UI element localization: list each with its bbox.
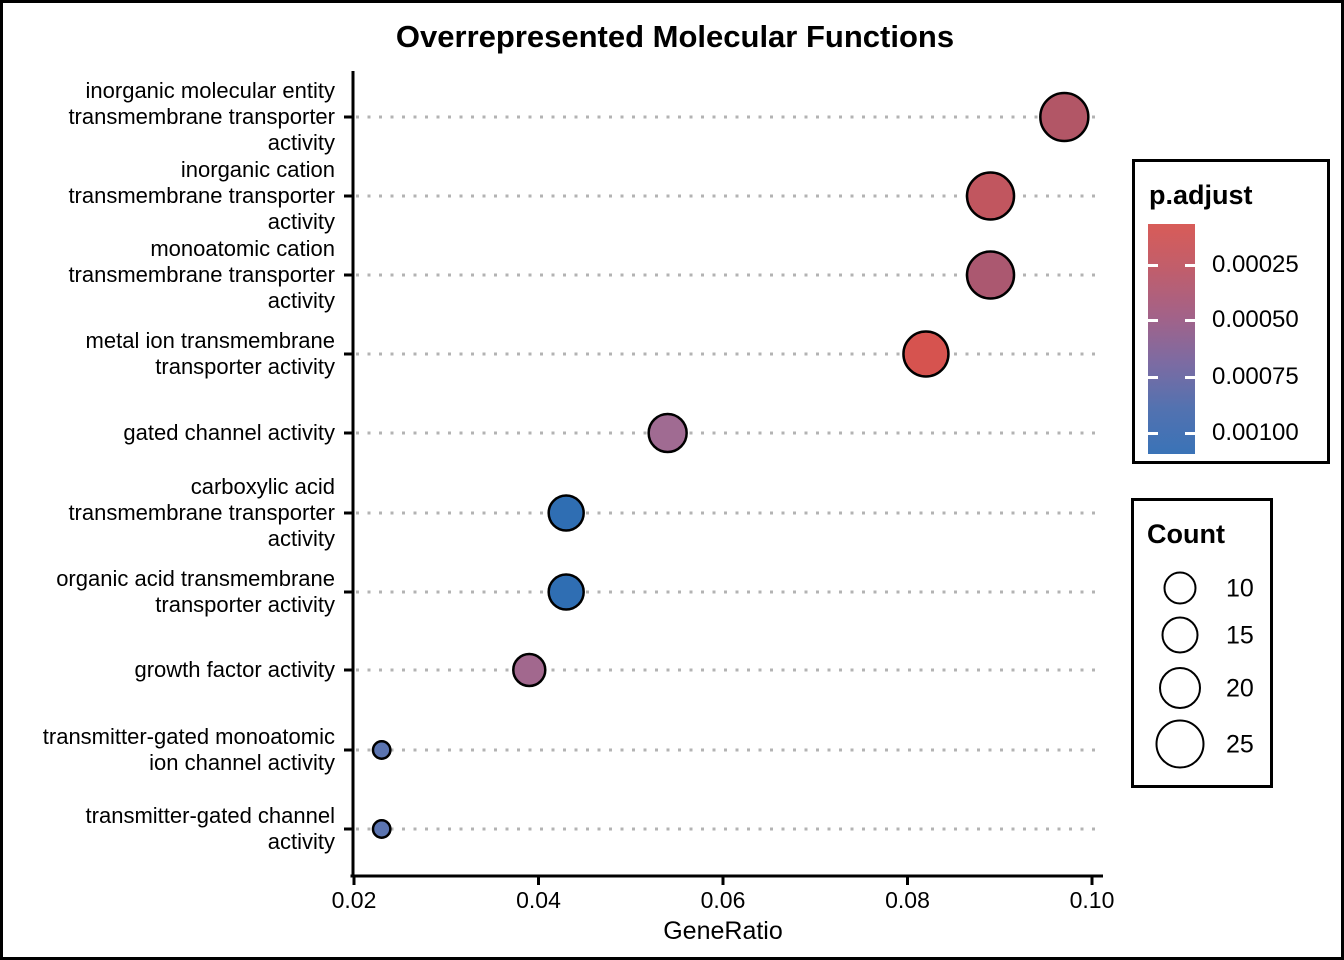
data-point	[965, 250, 1016, 300]
padjust-legend-title: p.adjust	[1149, 180, 1253, 210]
padjust-tick-label: 0.00050	[1212, 306, 1299, 333]
x-tick-label: 0.06	[700, 887, 746, 913]
plot-title: Overrepresented Molecular Functions	[395, 19, 955, 54]
padjust-tick-label: 0.00075	[1212, 363, 1299, 390]
data-point	[647, 412, 688, 454]
gradient-tick-mark	[1148, 376, 1158, 379]
data-point	[547, 494, 585, 532]
data-point	[547, 573, 585, 611]
y-axis-label: transmitter-gated channel activity	[85, 803, 335, 854]
y-axis-label: organic acid transmembrane transporter ac…	[56, 566, 335, 617]
gradient-tick-mark	[1185, 376, 1195, 379]
x-axis-title: GeneRatio	[663, 917, 783, 945]
data-point	[371, 740, 392, 760]
plot-panel	[344, 71, 1103, 885]
padjust-tick-label: 0.00025	[1212, 251, 1299, 278]
data-point	[512, 652, 547, 688]
y-axis-label: growth factor activity	[134, 657, 335, 682]
x-tick-label: 0.08	[885, 887, 930, 913]
count-legend-circle	[1155, 719, 1205, 769]
count-legend: Count 10 15 20 25	[1131, 498, 1273, 788]
y-axis-label: inorganic molecular entity transmembrane …	[68, 78, 335, 155]
count-legend-circle	[1163, 571, 1197, 605]
count-legend-label: 10	[1226, 574, 1254, 603]
gradient-tick-mark	[1148, 432, 1158, 435]
data-point	[371, 819, 392, 839]
data-point	[1039, 91, 1090, 143]
padjust-tick-label: 0.00100	[1212, 419, 1299, 446]
gradient-tick-mark	[1185, 264, 1195, 267]
gradient-tick-mark	[1148, 319, 1158, 322]
padjust-legend: p.adjust 0.00025 0.00050 0.00075 0.00100	[1132, 159, 1330, 464]
y-axis-label: inorganic cation transmembrane transporte…	[68, 157, 335, 234]
count-legend-label: 25	[1226, 730, 1254, 759]
count-legend-label: 15	[1226, 621, 1254, 650]
y-axis-label: transmitter-gated monoatomic ion channel …	[42, 724, 335, 775]
x-tick-label: 0.04	[516, 887, 561, 913]
data-point	[902, 330, 950, 378]
y-axis-label: metal ion transmembrane transporter activ…	[85, 328, 335, 379]
count-legend-title: Count	[1147, 519, 1225, 549]
x-tick-label: 0.02	[331, 887, 377, 913]
data-point	[965, 171, 1016, 221]
y-axis-label: carboxylic acid transmembrane transporter…	[68, 474, 335, 551]
x-tick-label: 0.10	[1069, 887, 1115, 913]
count-legend-circle	[1159, 667, 1201, 709]
count-legend-circle	[1161, 616, 1199, 654]
gradient-tick-mark	[1148, 264, 1158, 267]
y-axis-label: gated channel activity	[123, 420, 335, 445]
padjust-gradient-bar	[1148, 224, 1195, 454]
gradient-tick-mark	[1185, 319, 1195, 322]
gradient-tick-mark	[1185, 432, 1195, 435]
count-legend-label: 20	[1226, 674, 1254, 703]
y-axis-label: monoatomic cation transmembrane transport…	[68, 236, 335, 313]
